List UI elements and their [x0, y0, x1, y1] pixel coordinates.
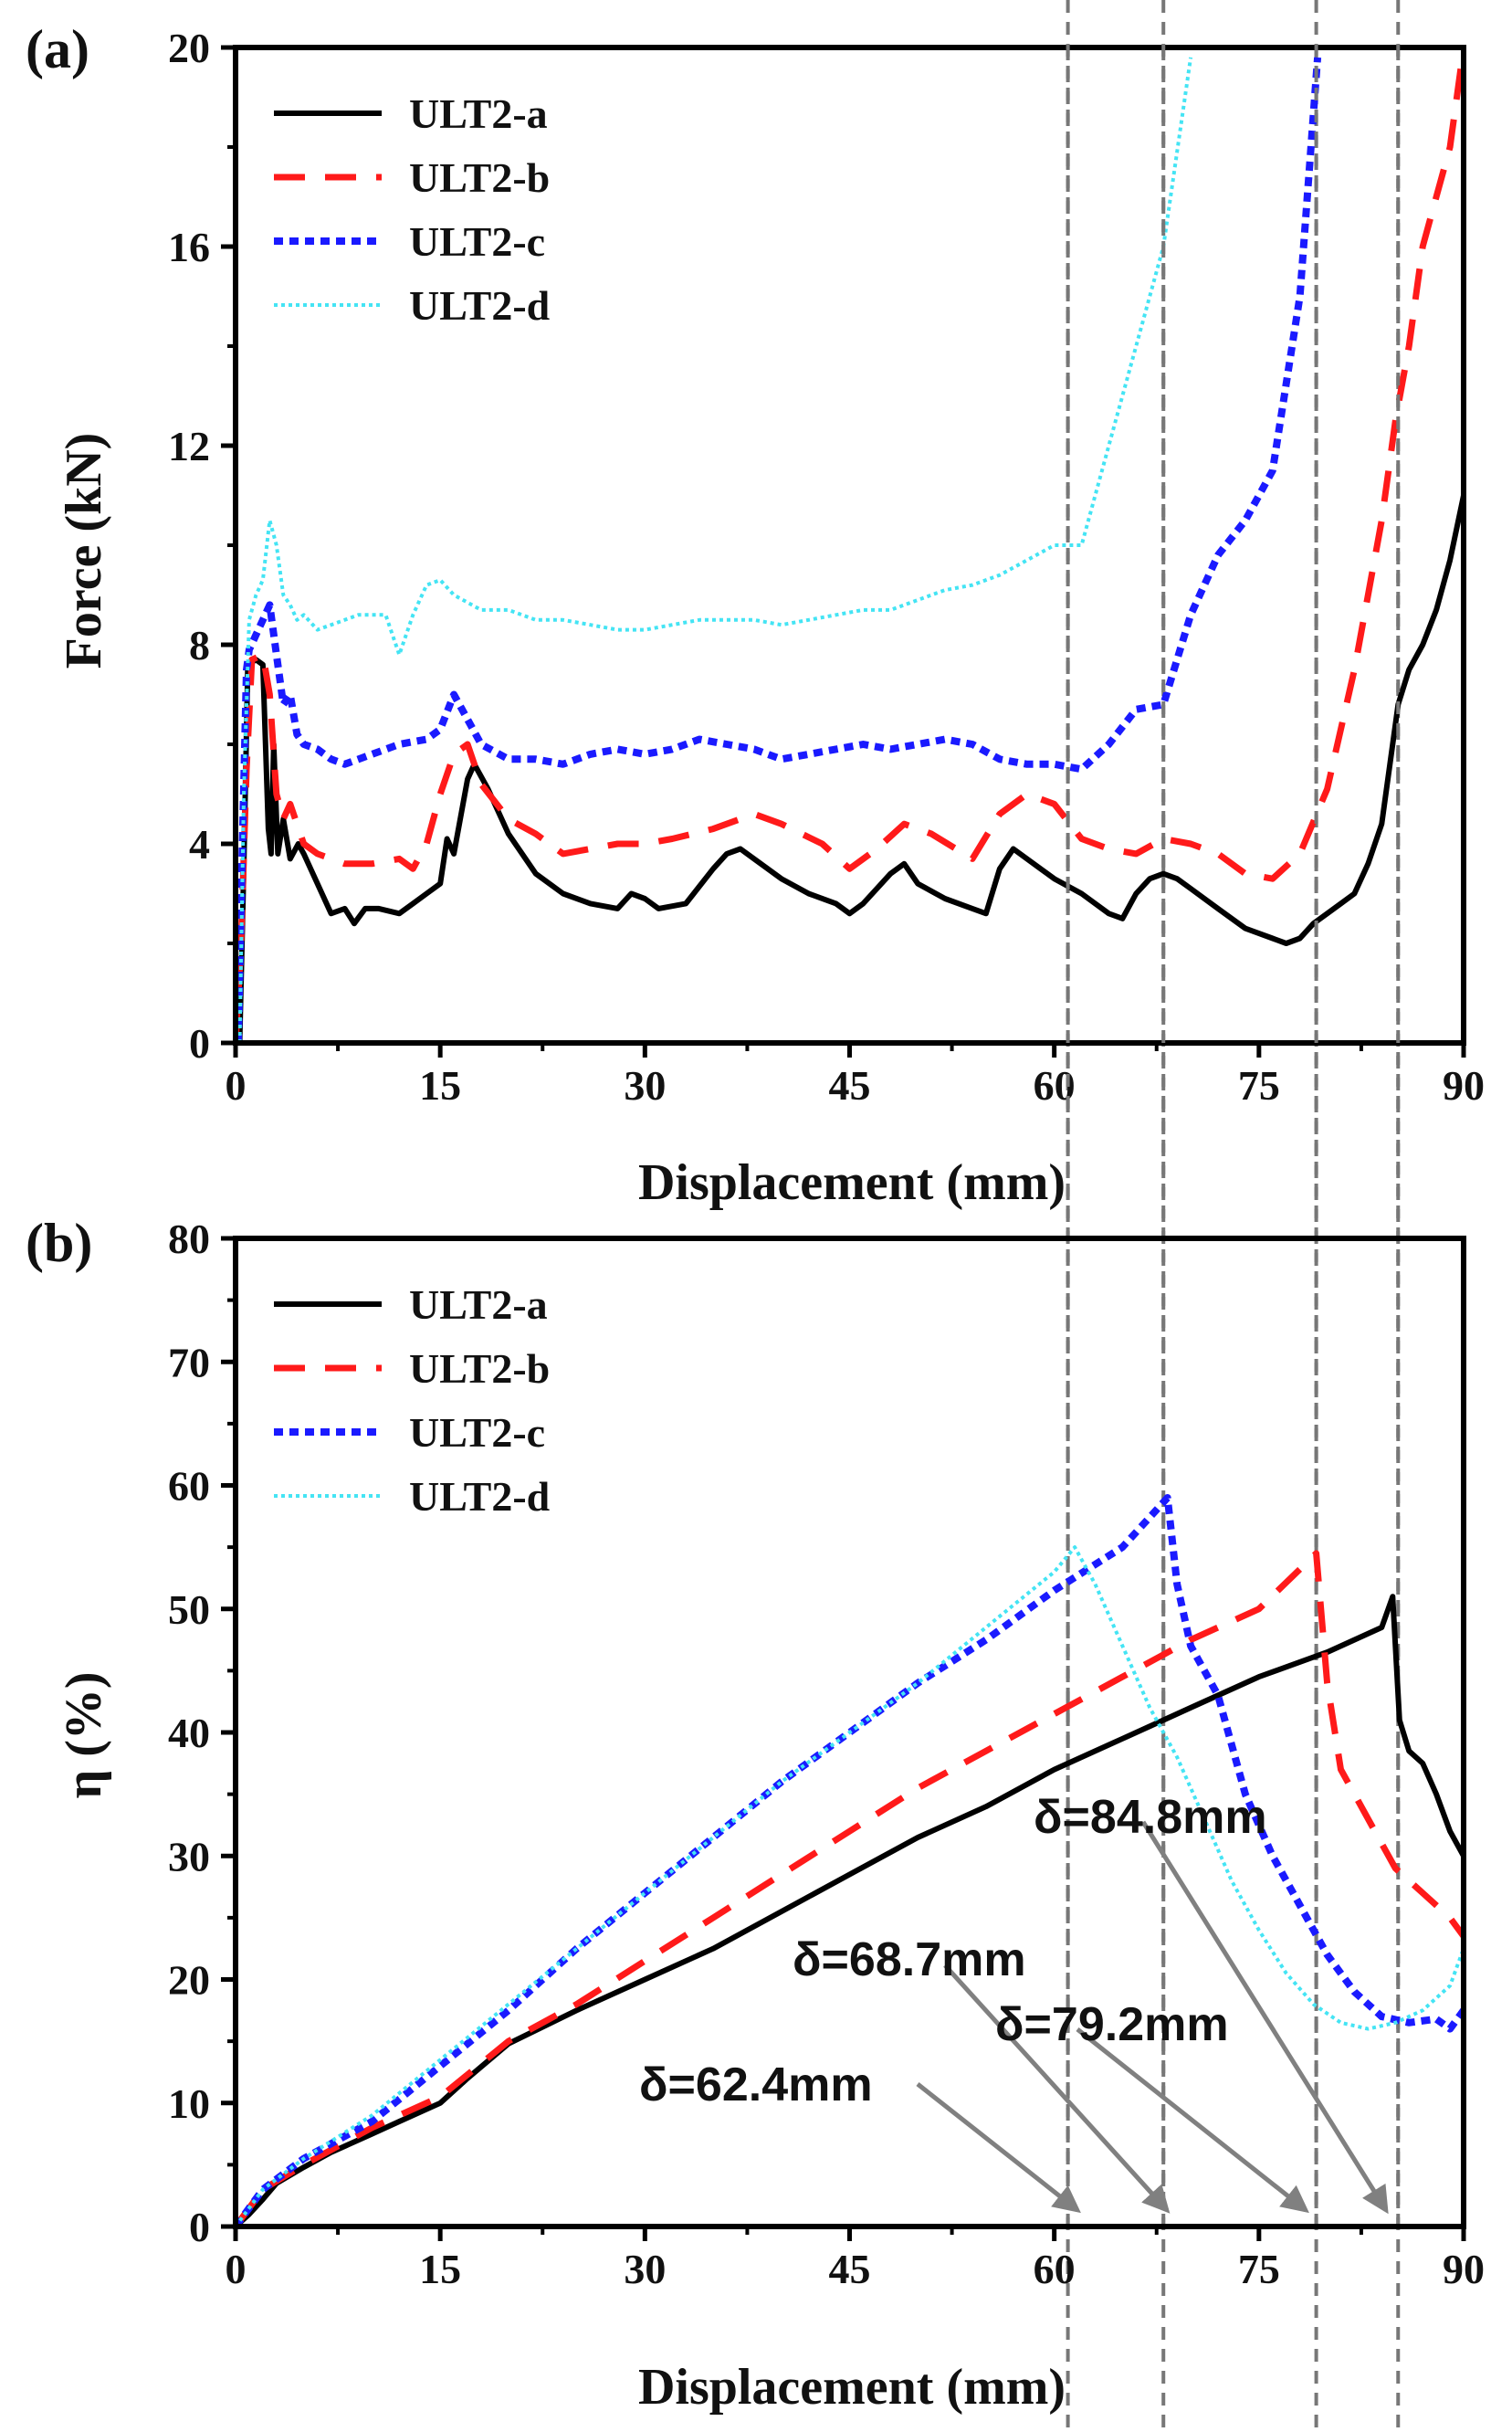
x-tick-label: 30 — [624, 1062, 666, 1109]
x-tick-label: 15 — [419, 2246, 461, 2292]
series-line-ult2-d — [236, 1545, 1464, 2227]
y-tick-label: 70 — [168, 1339, 210, 1385]
x-tick-label: 45 — [829, 1062, 871, 1109]
y-tick-label: 20 — [168, 25, 210, 71]
legend-label: ULT2-b — [409, 1345, 550, 1392]
x-tick-label: 30 — [624, 2246, 666, 2292]
panel-b-label: (b) — [26, 1213, 92, 1273]
x-tick-label: 90 — [1443, 2246, 1485, 2292]
annotation-label: δ=68.7mm — [793, 1933, 1026, 1986]
series-line-ult2-b — [236, 47, 1464, 1043]
legend-label: ULT2-d — [409, 282, 551, 329]
annotation-arrow — [1140, 1820, 1389, 2215]
series-line-ult2-d — [237, 57, 1193, 1043]
series-line-ult2-a — [236, 494, 1464, 1043]
x-axis-title-a: Displacement (mm) — [638, 1154, 1066, 1211]
annotation-arrow — [943, 1963, 1171, 2214]
y-tick-label: 0 — [189, 1020, 210, 1067]
annotation-label: δ=62.4mm — [639, 2058, 873, 2111]
y-axis-title-a: Force (kN) — [56, 433, 112, 669]
y-axis-title-b: η (%) — [56, 1671, 112, 1798]
y-tick-label: 80 — [168, 1216, 210, 1262]
series-line-ult2-b — [236, 1550, 1464, 2227]
y-tick-label: 8 — [189, 622, 210, 669]
x-tick-label: 0 — [226, 1062, 247, 1109]
legend-label: ULT2-a — [409, 1281, 548, 1328]
series-line-ult2-a — [236, 1594, 1464, 2227]
y-tick-label: 30 — [168, 1833, 210, 1879]
annotation-arrow — [916, 2082, 1081, 2214]
x-tick-label: 75 — [1238, 2246, 1280, 2292]
x-tick-label: 90 — [1443, 1062, 1485, 1109]
legend-label: ULT2-d — [409, 1473, 551, 1520]
y-tick-label: 60 — [168, 1463, 210, 1510]
y-tick-label: 20 — [168, 1957, 210, 2004]
eta-plot: δ=62.4mm δ=68.7mm δ=79.2mm δ=84.8mm 0 15 30 45 6… — [168, 0, 1485, 2292]
y-tick-label: 40 — [168, 1710, 210, 1756]
legend-a: ULT2-a ULT2-b ULT2-c ULT2-d — [274, 90, 551, 329]
y-tick-label: 12 — [168, 423, 210, 469]
legend-label: ULT2-c — [409, 1409, 545, 1456]
series-line-ult2-c — [236, 57, 1322, 1043]
y-tick-label: 16 — [168, 224, 210, 270]
annotation-label: δ=79.2mm — [995, 1998, 1229, 2051]
series-line-ult2-c — [236, 1494, 1464, 2227]
x-tick-label: 0 — [226, 2246, 247, 2292]
x-tick-label: 15 — [419, 1062, 461, 1109]
panel-a-label: (a) — [26, 19, 89, 79]
annotation-label: δ=84.8mm — [1034, 1791, 1267, 1844]
x-tick-label: 75 — [1238, 1062, 1280, 1109]
x-tick-label: 60 — [1034, 2246, 1076, 2292]
legend-label: ULT2-a — [409, 90, 548, 137]
y-tick-label: 0 — [189, 2204, 210, 2250]
x-tick-label: 45 — [829, 2246, 871, 2292]
x-axis-title-b: Displacement (mm) — [638, 2359, 1066, 2416]
legend-label: ULT2-b — [409, 154, 550, 201]
legend-label: ULT2-c — [409, 218, 545, 265]
y-tick-label: 50 — [168, 1586, 210, 1633]
y-tick-label: 10 — [168, 2080, 210, 2127]
annotation-arrow — [1076, 2027, 1309, 2214]
y-tick-label: 4 — [189, 821, 210, 868]
legend-b: ULT2-a ULT2-b ULT2-c ULT2-d — [274, 1281, 551, 1520]
